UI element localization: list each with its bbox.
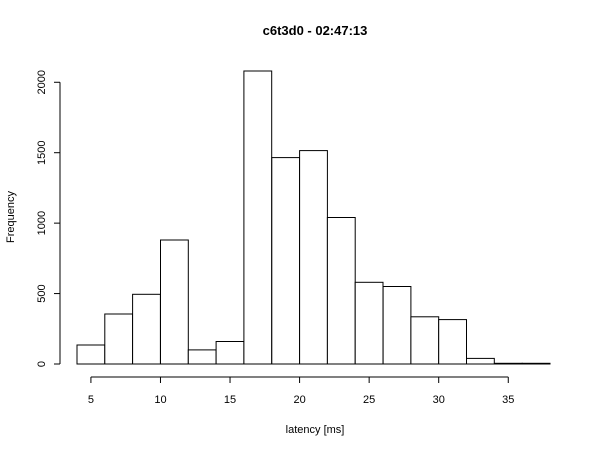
histogram-bar [521, 362, 551, 365]
histogram-bar [215, 341, 245, 365]
x-tick-label: 10 [154, 394, 166, 406]
histogram-bar [326, 217, 356, 365]
x-axis-label: latency [ms] [286, 424, 345, 436]
x-axis: 5 10 15 20 25 30 35 [88, 376, 514, 406]
y-tick-label: 500 [36, 284, 48, 302]
histogram-bar [271, 157, 301, 365]
bars-group [76, 70, 551, 365]
y-tick-label: 0 [36, 361, 48, 367]
y-axis-label: Frequency [5, 191, 17, 243]
x-tick-label: 35 [502, 394, 514, 406]
y-axis: 0 500 1000 1500 2000 [36, 70, 61, 367]
chart-title: c6t3d0 - 02:47:13 [263, 23, 368, 38]
histogram-bar [187, 349, 217, 365]
y-tick-label: 1500 [36, 140, 48, 164]
histogram-bar [354, 281, 384, 365]
histogram-bar [104, 313, 134, 365]
histogram-bar [410, 316, 440, 365]
histogram-bar [382, 286, 412, 365]
histogram-bar [160, 239, 189, 365]
y-tick-label: 2000 [36, 70, 48, 94]
x-tick-label: 15 [224, 394, 236, 406]
x-tick-label: 20 [293, 394, 305, 406]
histogram-bar [243, 70, 273, 365]
histogram-bar [438, 319, 468, 365]
histogram-bar [299, 150, 328, 365]
histogram-bar [493, 362, 523, 365]
y-tick-label: 1000 [36, 211, 48, 235]
x-tick-label: 5 [88, 394, 94, 406]
x-tick-label: 30 [433, 394, 445, 406]
histogram-bar [76, 344, 106, 365]
histogram-bar [132, 293, 161, 365]
histogram-bar [466, 357, 495, 365]
x-tick-label: 25 [363, 394, 375, 406]
